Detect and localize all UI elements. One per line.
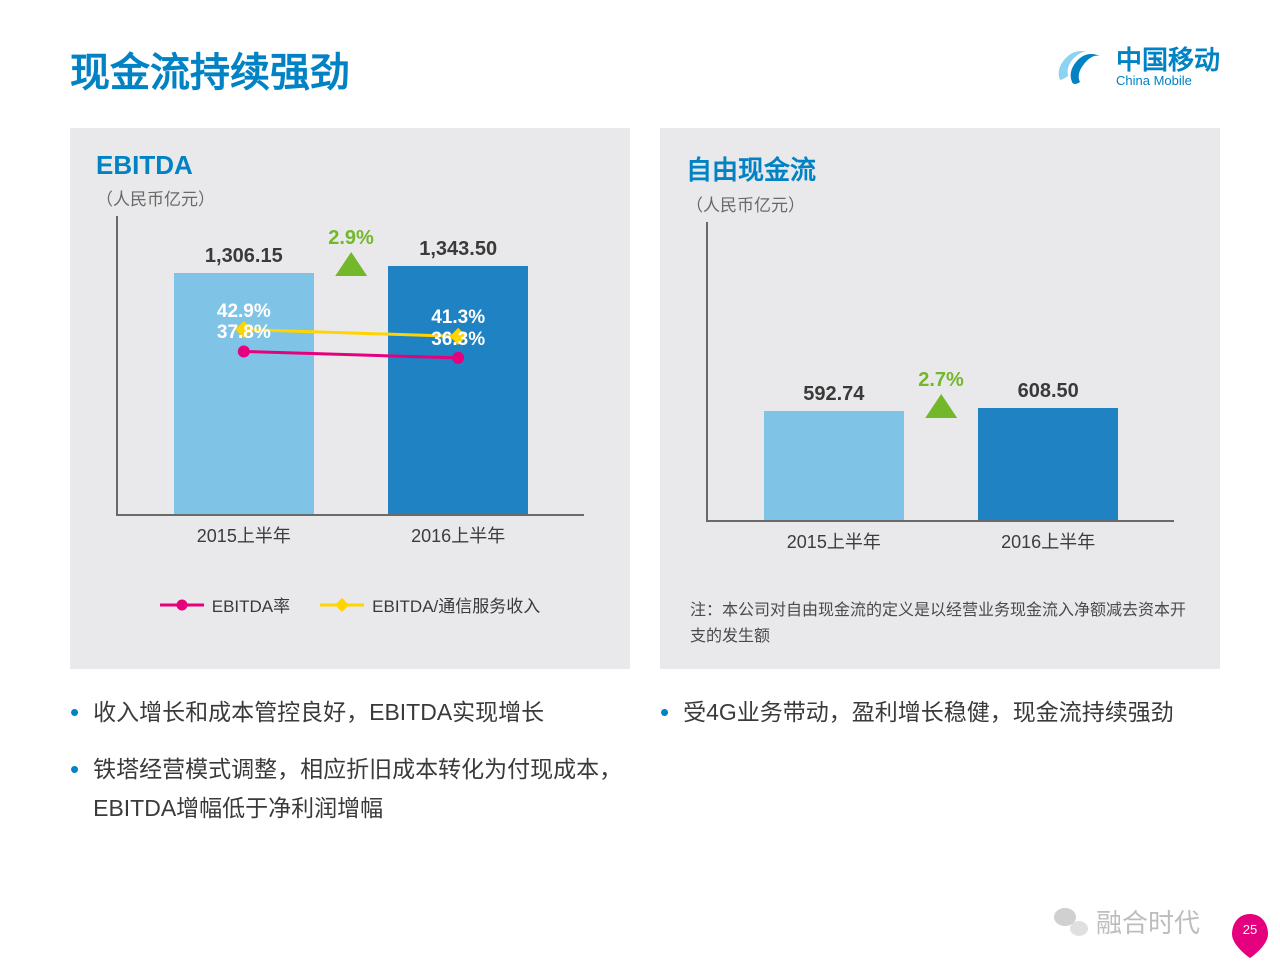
series-value-label: 42.9% — [217, 301, 271, 323]
growth-value: 2.7% — [918, 369, 964, 392]
ebitda-legend: EBITDA率 EBITDA/通信服务收入 — [96, 592, 604, 617]
fcf-title: 自由现金流 — [686, 150, 1194, 187]
x-axis-label: 2015上半年 — [787, 528, 881, 554]
up-triangle-icon — [925, 394, 957, 418]
bullet-dot-icon: • — [660, 693, 669, 732]
footer-brand: 融合时代 — [1054, 903, 1200, 940]
bullet-item: • 收入增长和成本管控良好，EBITDA实现增长 — [70, 693, 630, 732]
series-value-label: 37.8% — [217, 322, 271, 344]
bullets-left: •收入增长和成本管控良好，EBITDA实现增长•铁塔经营模式调整，相应折旧成本转… — [70, 693, 630, 846]
bullet-dot-icon: • — [70, 693, 79, 732]
x-axis-label: 2016上半年 — [1001, 528, 1095, 554]
ebitda-panel: EBITDA （人民币亿元） 1,306.152015上半年1,343.5020… — [70, 128, 630, 669]
fcf-panel: 自由现金流 （人民币亿元） 592.742015上半年608.502016上半年… — [660, 128, 1220, 669]
bullet-text: 收入增长和成本管控良好，EBITDA实现增长 — [93, 693, 544, 732]
ebitda-unit: （人民币亿元） — [96, 185, 604, 210]
bullet-text: 铁塔经营模式调整，相应折旧成本转化为付现成本，EBITDA增幅低于净利润增幅 — [93, 750, 630, 828]
series-value-label: 41.3% — [431, 307, 485, 329]
brand-name-cn: 中国移动 — [1116, 46, 1220, 75]
chart-bar: 608.502016上半年 — [978, 408, 1118, 520]
bullet-item: • 受4G业务带动，盈利增长稳健，现金流持续强劲 — [660, 693, 1220, 732]
page-number: 25 — [1230, 922, 1270, 937]
bar-value-label: 608.50 — [1018, 380, 1079, 403]
chart-bar: 592.742015上半年 — [764, 411, 904, 520]
header: 现金流持续强劲 中国移动 China Mobile — [0, 0, 1280, 118]
brand-logo-icon — [1052, 40, 1106, 94]
bullet-dot-icon: • — [70, 750, 79, 828]
brand-logo: 中国移动 China Mobile — [1052, 40, 1220, 94]
growth-indicator: 2.7% — [918, 369, 964, 418]
fcf-note: 注：本公司对自由现金流的定义是以经营业务现金流入净额减去资本开支的发生额 — [686, 598, 1194, 649]
footer-brand-text: 融合时代 — [1096, 903, 1200, 940]
x-axis-label: 2015上半年 — [197, 522, 291, 548]
ebitda-chart: 1,306.152015上半年1,343.502016上半年2.9%37.8%3… — [96, 216, 604, 576]
page-number-badge: 25 — [1230, 912, 1270, 960]
x-axis-label: 2016上半年 — [411, 522, 505, 548]
fcf-unit: （人民币亿元） — [686, 191, 1194, 216]
bullet-item: •铁塔经营模式调整，相应折旧成本转化为付现成本，EBITDA增幅低于净利润增幅 — [70, 750, 630, 828]
ebitda-title: EBITDA — [96, 150, 604, 181]
legend-item-ebitda-service: EBITDA/通信服务收入 — [320, 592, 540, 617]
wechat-icon — [1054, 908, 1088, 936]
legend-label: EBITDA/通信服务收入 — [372, 592, 540, 617]
brand-name-en: China Mobile — [1116, 74, 1220, 88]
series-value-label: 36.3% — [431, 329, 485, 351]
bullets-right: • 受4G业务带动，盈利增长稳健，现金流持续强劲 — [660, 693, 1220, 846]
fcf-chart: 592.742015上半年608.502016上半年2.7% — [686, 222, 1194, 582]
page-title: 现金流持续强劲 — [70, 40, 350, 98]
legend-item-ebitda-rate: EBITDA率 — [160, 592, 290, 617]
bullet-text: 受4G业务带动，盈利增长稳健，现金流持续强劲 — [683, 693, 1174, 732]
bar-value-label: 592.74 — [803, 383, 864, 406]
legend-label: EBITDA率 — [212, 592, 290, 617]
